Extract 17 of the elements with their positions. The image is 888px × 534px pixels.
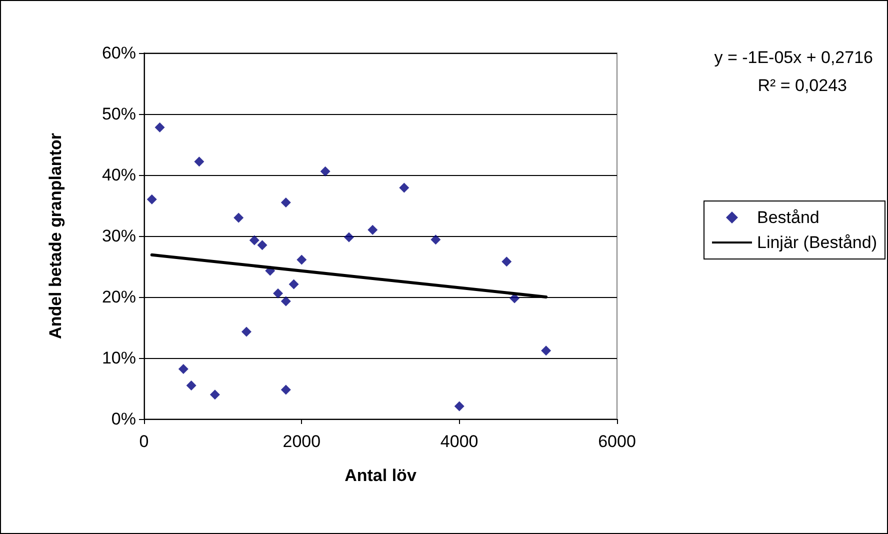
y-tick-label: 10% [102,348,136,368]
y-tick-label: 20% [102,288,136,306]
x-tick-label: 2000 [282,432,321,451]
x-axis-title: Antal löv [344,466,417,485]
y-axis-title: Andel betade granplantor [46,132,65,339]
x-tick-label: 0 [139,432,149,451]
y-tick-label: 0% [111,410,136,428]
text: R² = 0,0243 [758,76,848,95]
y-tick-label: 60% [102,44,136,62]
legend-label: Bestånd [756,208,820,227]
y-tick-label: 50% [102,104,136,124]
y-tick-label: 30% [102,226,136,246]
x-tick-label: 6000 [598,432,636,451]
text: y = -1E-05x + 0,2716 [714,48,874,67]
legend-label: Linjär (Bestånd) [756,233,878,252]
y-tick-label: 40% [102,166,136,184]
x-tick-label: 4000 [440,432,478,451]
